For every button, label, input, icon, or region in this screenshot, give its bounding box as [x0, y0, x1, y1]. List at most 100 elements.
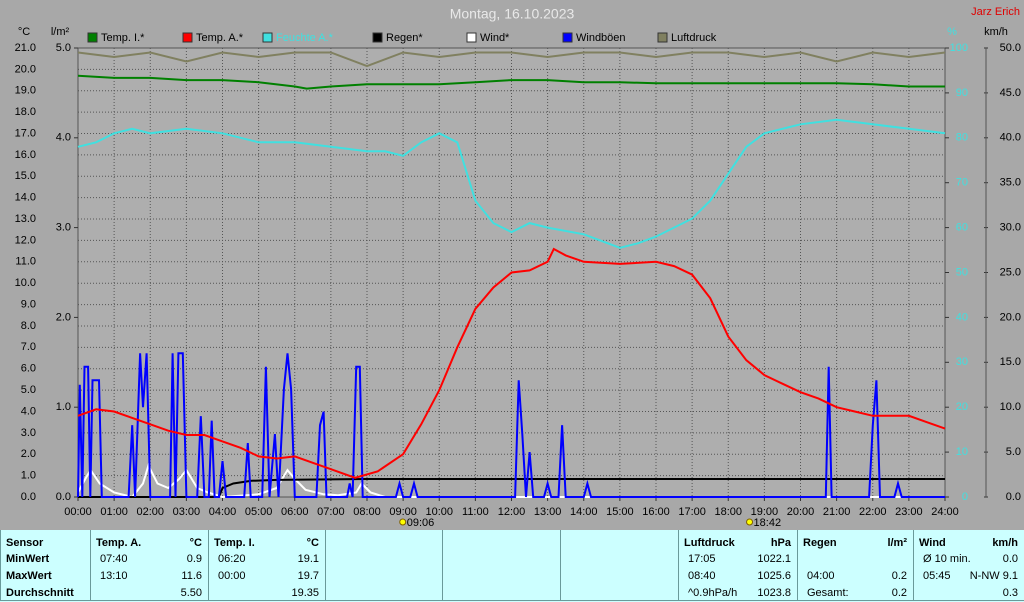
y4-axis-label: km/h [984, 26, 1008, 38]
x-tick-label: 07:00 [317, 506, 345, 518]
summary-table: Sensor Temp. A. °C Temp. I. °C Luftdruck hPa Re… [0, 530, 1024, 602]
y-axis-label: °C [18, 26, 30, 38]
x-tick-label: 12:00 [498, 506, 526, 518]
y-tick-label: 13.0 [15, 213, 36, 225]
table-cell: 19.1 [297, 553, 319, 565]
annotation: 18:42 [754, 517, 782, 529]
y3-tick-label: 40 [956, 311, 968, 323]
x-tick-label: 15:00 [606, 506, 634, 518]
annotation: 09:06 [407, 517, 435, 529]
y4-tick-label: 20.0 [1000, 311, 1021, 323]
y4-tick-label: 35.0 [1000, 177, 1021, 189]
table-cell: 00:00 [218, 570, 246, 582]
legend-label: Temp. A.* [196, 32, 244, 44]
table-cell: 0.0 [1002, 553, 1018, 565]
series-line [77, 118, 946, 249]
x-tick-label: 03:00 [173, 506, 201, 518]
table-header: Regen [803, 537, 837, 549]
chart-title: Montag, 16.10.2023 [450, 6, 575, 22]
y3-axis-label: % [947, 26, 957, 38]
y3-tick-label: 50 [956, 266, 968, 278]
table-cell: 1022.1 [757, 553, 791, 565]
x-tick-label: 18:00 [714, 506, 742, 518]
table-cell: 0.2 [891, 570, 907, 582]
table-cell: Ø 10 min. [923, 553, 971, 565]
table-cell: 0.2 [891, 587, 907, 599]
y-tick-label: 16.0 [15, 149, 36, 161]
y3-tick-label: 60 [956, 222, 968, 234]
series-line [77, 352, 945, 498]
series-line [77, 247, 946, 479]
y2-tick-label: 2.0 [56, 311, 71, 323]
table-cell: 04:00 [807, 570, 835, 582]
series-line [77, 74, 945, 90]
x-tick-label: 08:00 [353, 506, 381, 518]
y4-tick-label: 10.0 [1000, 401, 1021, 413]
table-cell: Gesamt: [807, 587, 849, 599]
y-tick-label: 11.0 [15, 256, 36, 268]
y-tick-label: 20.0 [15, 63, 36, 75]
legend-swatch [372, 32, 383, 43]
x-tick-label: 05:00 [245, 506, 273, 518]
y3-tick-label: 30 [956, 356, 968, 368]
table-header: Temp. A. [96, 537, 142, 549]
table-header: °C [306, 537, 319, 549]
y-tick-label: 8.0 [21, 320, 36, 332]
y4-tick-label: 25.0 [1000, 266, 1021, 278]
author: Jarz Erich [971, 6, 1020, 18]
table-cell: 08:40 [688, 570, 716, 582]
sun-icon [746, 518, 754, 526]
x-tick-label: 17:00 [678, 506, 706, 518]
y-tick-label: 0.0 [21, 491, 36, 503]
legend-swatch [657, 32, 668, 43]
y3-tick-label: 20 [956, 401, 968, 413]
y4-tick-label: 45.0 [1000, 87, 1021, 99]
legend-swatch [87, 32, 98, 43]
sun-icon [399, 518, 407, 526]
table-header: l/m² [887, 537, 907, 549]
y3-tick-label: 70 [956, 177, 968, 189]
table-cell: 19.35 [291, 587, 319, 599]
y2-axis-label: l/m² [51, 26, 70, 38]
y-tick-label: 6.0 [21, 363, 36, 375]
table-cell: 06:20 [218, 553, 246, 565]
table-header: Wind [919, 537, 946, 549]
legend-label: Temp. I.* [101, 32, 145, 44]
table-cell: 07:40 [100, 553, 128, 565]
x-tick-label: 02:00 [136, 506, 164, 518]
x-tick-label: 06:00 [281, 506, 309, 518]
y4-tick-label: 5.0 [1006, 446, 1021, 458]
y3-tick-label: 0 [962, 491, 968, 503]
y4-tick-label: 0.0 [1006, 491, 1021, 503]
y3-tick-label: 100 [950, 42, 968, 54]
legend-label: Wind* [480, 32, 510, 44]
table-header: Luftdruck [684, 537, 735, 549]
y-tick-label: 19.0 [15, 85, 36, 97]
table-cell: 17:05 [688, 553, 716, 565]
table-cell: 1023.8 [757, 587, 791, 599]
y-tick-label: 12.0 [15, 234, 36, 246]
legend-label: Regen* [386, 32, 423, 44]
y-tick-label: 1.0 [21, 470, 36, 482]
table-header: hPa [770, 537, 791, 549]
table-header: Sensor [6, 537, 44, 549]
table-cell: ^0.9hPa/h [688, 587, 738, 599]
chart: Montag, 16.10.2023 Jarz Erich °C l/m² % … [15, 6, 1021, 529]
y2-tick-label: 0.0 [56, 491, 71, 503]
y3-tick-label: 10 [956, 446, 968, 458]
table-group [442, 530, 561, 601]
x-tick-label: 20:00 [787, 506, 815, 518]
y-tick-label: 10.0 [15, 277, 36, 289]
legend-label: Feuchte A.* [276, 32, 334, 44]
y-tick-label: 15.0 [15, 170, 36, 182]
table-header: MaxWert [6, 570, 52, 582]
table-group [325, 530, 443, 601]
y-tick-label: 21.0 [15, 42, 36, 54]
table-cell: 19.7 [297, 570, 319, 582]
table-cell: N-NW 9.1 [969, 570, 1018, 582]
x-tick-label: 14:00 [570, 506, 598, 518]
y4-tick-label: 40.0 [1000, 132, 1021, 144]
x-tick-label: 21:00 [823, 506, 851, 518]
legend-swatch [182, 32, 193, 43]
